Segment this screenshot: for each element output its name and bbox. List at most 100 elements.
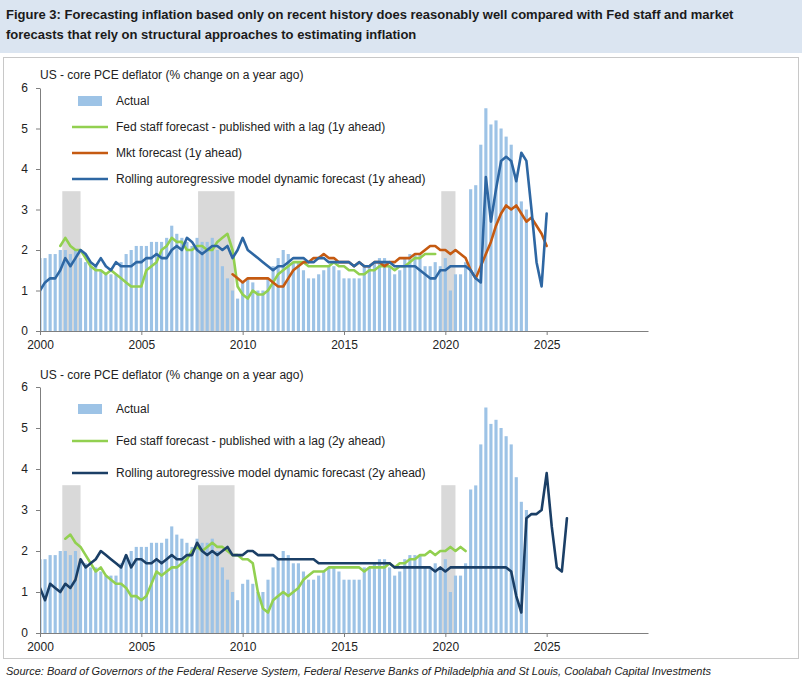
x-tick: 2015 [331, 331, 358, 352]
recession-band [62, 485, 80, 633]
bar [332, 567, 335, 633]
bar [479, 444, 482, 633]
bar [236, 600, 239, 633]
bar [317, 576, 320, 633]
legend-label: Fed staff forecast - published with a la… [116, 120, 385, 134]
x-tick-label: 2020 [432, 640, 459, 654]
bar [271, 266, 274, 331]
bar [221, 567, 224, 633]
bar [297, 563, 300, 633]
y-tick-label: 5 [21, 421, 28, 435]
y-tick-mark [36, 88, 40, 89]
bar [59, 250, 62, 331]
bar [190, 547, 193, 633]
bar [302, 270, 305, 331]
x-tick-mark [344, 331, 345, 335]
y-tick-label: 0 [21, 324, 28, 338]
y-tick-label: 1 [21, 284, 28, 298]
legend-label: Fed staff forecast - published with a la… [116, 434, 385, 448]
y-tick-mark [36, 510, 40, 511]
x-axis: 200020052010201520202025 [27, 633, 648, 654]
bar [180, 238, 183, 331]
bar [155, 543, 158, 633]
line [65, 535, 465, 613]
bar [373, 262, 376, 331]
legend: ActualFed staff forecast - published wit… [68, 91, 430, 189]
bar [388, 266, 391, 331]
bar [185, 242, 188, 331]
source: Source: Board of Governors of the Federa… [6, 665, 711, 677]
bar [99, 572, 102, 634]
line [40, 153, 547, 291]
line [233, 205, 547, 286]
bar [454, 274, 457, 331]
bar [261, 592, 264, 633]
x-tick: 2005 [128, 331, 155, 352]
y-axis-line [40, 388, 41, 634]
bar [216, 250, 219, 331]
bar [277, 258, 280, 331]
bar [231, 291, 234, 332]
bar [515, 177, 518, 331]
x-tick-mark [141, 633, 142, 637]
bar [246, 278, 249, 331]
legend-swatch [72, 440, 108, 443]
bar [211, 238, 214, 331]
y-axis: 0123456 [21, 81, 40, 338]
y-tick: 3 [21, 503, 40, 517]
bar [449, 592, 452, 633]
bar [150, 242, 153, 331]
bar [429, 567, 432, 633]
y-tick-mark [36, 469, 40, 470]
y-tick-mark [36, 169, 40, 170]
line [60, 234, 435, 299]
x-tick-mark [547, 633, 548, 637]
title-background [0, 0, 802, 53]
x-tick: 2000 [27, 633, 54, 654]
y-tick: 5 [21, 122, 40, 136]
bar [505, 137, 508, 331]
bar [221, 266, 224, 331]
bar [393, 274, 396, 331]
bar [104, 274, 107, 331]
bar [439, 567, 442, 633]
legend-swatch [72, 152, 108, 155]
subtitle: US - core PCE deflator (% change on a ye… [40, 68, 303, 82]
bar [327, 266, 330, 331]
bar [130, 250, 133, 331]
bar [464, 262, 467, 331]
x-tick: 2025 [534, 633, 561, 654]
bar [337, 270, 340, 331]
bar [119, 262, 122, 331]
y-tick-label: 6 [21, 380, 28, 394]
bar [236, 299, 239, 331]
legend-item: Mkt forecast (1y ahead) [72, 146, 242, 160]
bar [99, 270, 102, 331]
x-tick-mark [40, 633, 41, 637]
bar [403, 258, 406, 331]
recession-band [198, 191, 234, 331]
bar [494, 420, 497, 633]
y-tick-mark [36, 129, 40, 130]
x-tick-mark [445, 633, 446, 637]
bar [434, 563, 437, 633]
y-tick-label: 5 [21, 122, 28, 136]
x-tick-label: 2015 [331, 338, 358, 352]
y-tick-label: 3 [21, 203, 28, 217]
y-tick: 6 [21, 81, 40, 95]
bar [297, 262, 300, 331]
bar [353, 278, 356, 331]
bar [165, 539, 168, 633]
bar [89, 567, 92, 633]
x-tick: 2025 [534, 331, 561, 352]
bar [378, 559, 381, 633]
bar [418, 254, 421, 331]
bar [261, 291, 264, 332]
bar [216, 551, 219, 633]
bar [312, 580, 315, 633]
y-tick-label: 2 [21, 544, 28, 558]
y-tick-mark [36, 291, 40, 292]
y-tick: 3 [21, 203, 40, 217]
bar [206, 242, 209, 331]
bar [383, 559, 386, 633]
